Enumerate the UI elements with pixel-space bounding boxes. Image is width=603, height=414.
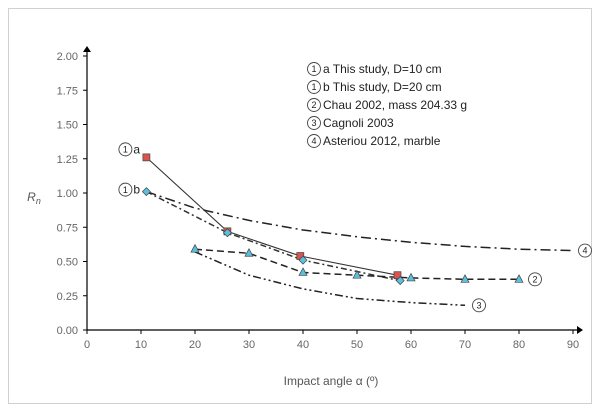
y-tick-label: 0.50 [57,257,78,269]
legend-marker-3-number: 2 [311,100,316,110]
series-line-1 [146,156,398,276]
legend-marker-3-ring [307,98,321,112]
data-point-square [393,271,402,280]
x-tick-label: 40 [297,339,309,351]
series-label-1a-number: 1 [123,145,128,155]
series-label-3-number: 3 [476,301,481,311]
x-tick-label: 80 [513,339,525,351]
series-label-4: 4 [578,243,592,258]
legend-entry-3: Chau 2002, mass 204.33 g [323,98,467,112]
data-point-triangle [352,269,362,279]
x-tick-label: 50 [351,339,363,351]
data-point-diamond [298,255,308,265]
y-axis-label: Rn [27,190,41,206]
y-tick-label: 0.75 [57,222,78,234]
legend-marker-3: 2 [307,98,321,112]
legend-marker-5: 4 [307,134,321,148]
data-point-diamond [395,276,405,286]
legend-entry-4: Cagnoli 2003 [323,116,394,130]
data-point-triangle [460,274,470,283]
series-label-3: 3 [472,298,486,313]
legend-marker-1-ring [307,62,321,76]
y-axis-arrow [83,46,91,52]
series-label-4-number: 4 [582,246,587,256]
series-line-5 [146,190,574,252]
x-tick-label: 70 [459,339,471,351]
series-label-1b: 1 [118,182,133,197]
legend-entry-2: b This study, D=20 cm [323,80,442,94]
data-point-diamond [141,187,151,197]
series-label-1a: 1 [118,142,133,157]
y-axis-label-sub: n [36,196,41,206]
y-tick-label: 1.00 [57,188,78,200]
series-label-2-ring [528,272,542,287]
series-markers [141,153,524,286]
data-point-triangle [244,248,254,257]
data-point-triangle [190,243,200,253]
x-tick-label: 10 [135,339,147,351]
legend-marker-1: 1 [307,62,321,76]
legend-marker-2: 1 [307,80,321,94]
series-line-4 [194,251,466,307]
series-line-2 [146,190,401,282]
series-label-1b-letter: b [133,183,140,197]
x-axis-label: Impact angle α (º) [284,374,379,388]
y-tick-label: 0.25 [57,291,78,303]
series-label-1a-ring [118,142,133,157]
series-label-2-number: 2 [532,275,537,285]
legend-marker-4: 3 [307,116,321,130]
y-tick-label: 1.50 [57,120,78,132]
x-tick-label: 0 [84,339,90,351]
y-tick-label: 1.25 [57,154,78,166]
series-label-1b-number: 1 [123,185,128,195]
axes: 0 10 20 30 40 50 60 70 80 90 0.00 0.25 0.50 0.75 1.00 1… [57,46,583,351]
legend-entry-1: a This study, D=10 cm [323,62,442,76]
data-point-triangle [298,267,308,276]
data-point-triangle [406,272,416,282]
legend-marker-5-ring [307,134,321,148]
x-tick-label: 30 [243,339,255,351]
legend: 1 a This study, D=10 cm 1 b This study, D=2… [307,62,467,148]
series-label-1b-ring [118,182,133,197]
x-tick-label: 60 [405,339,417,351]
legend-marker-4-ring [307,116,321,130]
legend-marker-4-number: 3 [311,118,316,128]
series-label-4-ring [578,243,592,258]
legend-marker-1-number: 1 [311,64,316,74]
data-point-square [142,153,151,162]
x-axis-arrow [577,326,583,334]
legend-marker-2-number: 1 [311,82,316,92]
x-tick-label: 20 [189,339,201,351]
y-tick-label: 1.75 [57,85,78,97]
series-lines [146,156,574,307]
data-point-triangle [514,274,524,283]
legend-marker-5-number: 4 [311,136,316,146]
chart-frame [8,8,592,404]
x-tick-label: 90 [567,339,579,351]
legend-marker-2-ring [307,80,321,94]
series-label-1a-letter: a [133,142,140,156]
series-label-3-ring [472,298,486,313]
series-label-2: 2 [528,272,542,287]
data-point-diamond [222,228,232,238]
y-tick-label: 2.00 [57,51,78,63]
y-tick-label: 0.00 [57,325,78,337]
legend-entry-5: Asteriou 2012, marble [323,134,441,148]
